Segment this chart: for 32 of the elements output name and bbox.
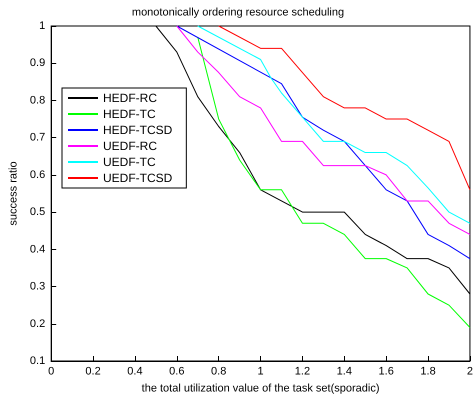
legend-label: UEDF-TC — [103, 155, 156, 169]
y-tick-label: 0.6 — [30, 168, 46, 181]
y-tick-label: 0.4 — [30, 243, 46, 256]
x-tick-label: 0.4 — [127, 366, 143, 378]
chart-title: monotonically ordering resource scheduling — [132, 6, 344, 18]
x-tick-label: 1.4 — [336, 366, 352, 378]
x-tick-label: 1.6 — [378, 366, 394, 378]
x-tick-label: 1 — [258, 366, 264, 378]
x-tick-label: 1.2 — [294, 366, 310, 378]
y-tick-label: 0.5 — [30, 206, 46, 218]
y-tick-label: 0.1 — [30, 355, 46, 367]
legend-label: UEDF-RC — [103, 139, 158, 153]
y-axis-title: success ratio — [8, 161, 20, 226]
y-tick-label: 0.3 — [30, 280, 46, 293]
legend-label: HEDF-RC — [103, 91, 158, 105]
legend-label: HEDF-TC — [103, 107, 156, 121]
x-tick-label: 0.8 — [211, 366, 226, 378]
line-series — [218, 26, 470, 190]
x-tick-label: 0 — [48, 366, 54, 378]
y-tick-label: 0.9 — [30, 57, 46, 70]
legend-label: HEDF-TCSD — [103, 123, 173, 137]
y-tick-label: 0.8 — [30, 94, 46, 106]
y-tick-label: 0.2 — [30, 318, 46, 330]
x-tick-label: 0.2 — [85, 366, 101, 378]
x-tick-label: 2 — [466, 366, 474, 378]
legend-label: UEDF-TCSD — [103, 171, 173, 185]
x-tick-label: 1.8 — [420, 366, 436, 378]
line-series — [197, 36, 470, 328]
y-tick-label: 1 — [39, 20, 46, 32]
x-tick-label: 0.6 — [169, 366, 184, 378]
x-axis-title: the total utilization value of the task set(sporadic) — [142, 382, 380, 394]
y-tick-label: 0.7 — [30, 132, 46, 144]
